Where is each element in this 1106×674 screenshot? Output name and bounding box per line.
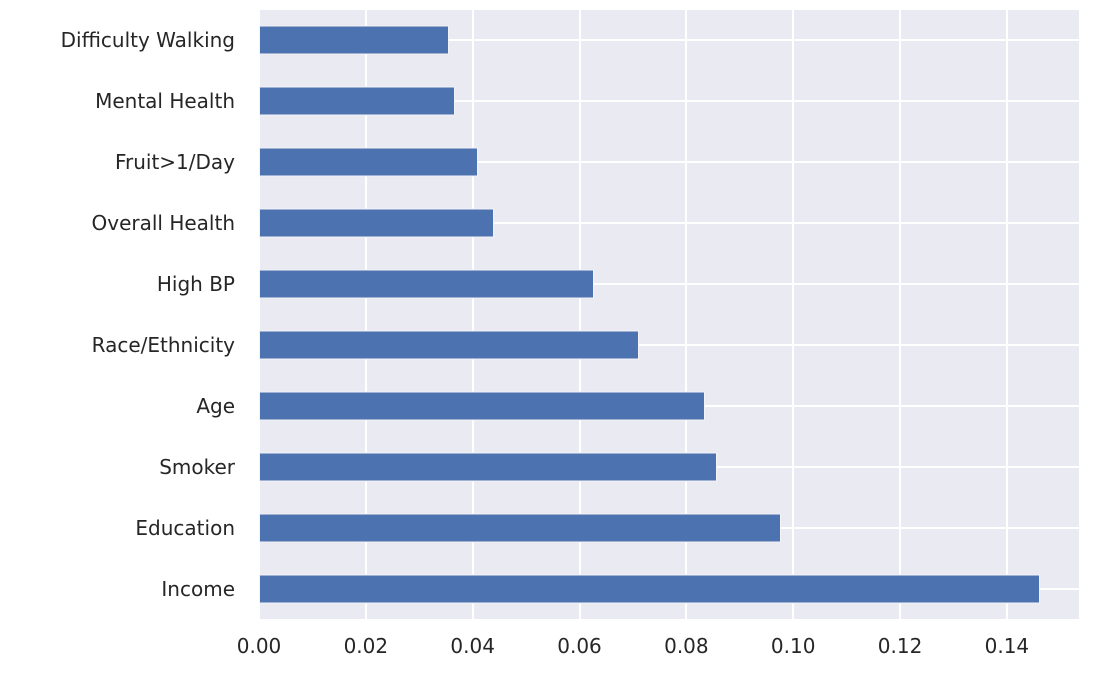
x-tick-label: 0.10 bbox=[770, 634, 816, 658]
x-tick-label: 0.06 bbox=[557, 634, 602, 658]
bar-age bbox=[259, 391, 706, 421]
y-tick-label: Difficulty Walking bbox=[60, 28, 235, 53]
bar-education bbox=[259, 513, 781, 543]
plot-area bbox=[258, 10, 1079, 619]
vertical-gridline bbox=[792, 10, 795, 619]
horizontal-gridline bbox=[259, 283, 1079, 286]
horizontal-gridline bbox=[259, 222, 1079, 225]
bar-row bbox=[259, 254, 1079, 315]
horizontal-gridline bbox=[259, 100, 1079, 103]
bar-overall-health bbox=[259, 208, 495, 238]
horizontal-gridline bbox=[259, 161, 1079, 164]
bar-row bbox=[259, 10, 1079, 71]
x-axis-labels: 0.00 0.02 0.04 0.06 0.08 0.10 0.12 0.14 bbox=[237, 634, 1079, 666]
vertical-gridline bbox=[1005, 10, 1008, 619]
bar-high-bp bbox=[259, 269, 595, 299]
bar-row bbox=[259, 497, 1079, 558]
y-tick-label: Education bbox=[135, 515, 235, 540]
y-tick-label: Income bbox=[161, 576, 235, 601]
y-axis-labels: Difficulty Walking Mental Health Fruit>1/D… bbox=[0, 10, 235, 619]
bar-income bbox=[259, 574, 1040, 604]
bar-row bbox=[259, 375, 1079, 436]
bar-mental-health bbox=[259, 86, 455, 116]
y-tick-label: High BP bbox=[156, 272, 235, 297]
bar-row bbox=[259, 132, 1079, 193]
y-tick-label: Fruit>1/Day bbox=[114, 150, 235, 175]
horizontal-gridline bbox=[259, 39, 1079, 42]
vertical-gridline bbox=[471, 10, 474, 619]
vertical-gridline bbox=[364, 10, 367, 619]
x-tick-label: 0.12 bbox=[877, 634, 923, 658]
x-tick-label: 0.02 bbox=[343, 634, 389, 658]
horizontal-gridline bbox=[259, 343, 1079, 346]
x-tick-label: 0.14 bbox=[984, 634, 1030, 658]
bar-row bbox=[259, 71, 1079, 132]
y-tick-label: Age bbox=[196, 393, 235, 418]
vertical-gridline bbox=[578, 10, 581, 619]
bar-row bbox=[259, 558, 1079, 619]
x-tick-label: 0.00 bbox=[236, 634, 282, 658]
bar-row bbox=[259, 436, 1079, 497]
bar-difficulty-walking bbox=[259, 25, 449, 55]
y-tick-label: Mental Health bbox=[95, 89, 235, 114]
bar-row bbox=[259, 315, 1079, 376]
bar-fruit-1-day bbox=[259, 147, 479, 177]
vertical-gridline bbox=[258, 10, 260, 619]
x-tick-label: 0.04 bbox=[450, 634, 495, 658]
bar-row bbox=[259, 193, 1079, 254]
bar-smoker bbox=[259, 452, 718, 482]
y-tick-label: Overall Health bbox=[91, 211, 235, 236]
x-tick-label: 0.08 bbox=[664, 634, 709, 658]
y-tick-label: Smoker bbox=[159, 454, 235, 479]
vertical-gridline bbox=[899, 10, 902, 619]
bar-race-ethnicity bbox=[259, 330, 640, 360]
vertical-gridline bbox=[685, 10, 688, 619]
y-tick-label: Race/Ethnicity bbox=[91, 332, 235, 357]
